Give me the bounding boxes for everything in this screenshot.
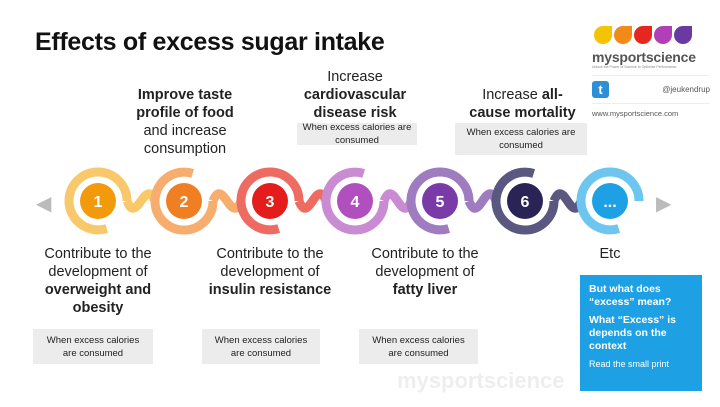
watermark: mysportscience xyxy=(397,368,565,393)
callout-question: But what does “excess” mean? xyxy=(589,283,672,308)
wave-arc xyxy=(321,200,389,235)
note-step-3: When excess calories are consumed xyxy=(202,329,320,364)
brand-name: mysportscience xyxy=(592,49,696,65)
logo-drop xyxy=(614,26,632,44)
wave-arc xyxy=(321,167,366,202)
label-bold: Improve taste profile of food xyxy=(136,87,234,121)
arrow-right-icon[interactable]: ▶ xyxy=(656,193,672,215)
label-step-6: Increase all- cause mortality xyxy=(455,86,590,122)
step-number: 2 xyxy=(180,194,189,211)
wave-arc xyxy=(64,200,109,235)
wave-arc xyxy=(64,167,132,202)
wave-arc xyxy=(150,167,195,202)
label-text: Contribute to the development of xyxy=(371,246,479,280)
step-circle-4 xyxy=(337,183,373,219)
wave-arc xyxy=(576,167,644,202)
step-circle-6 xyxy=(507,183,543,219)
callout-box: But what does “excess” mean? What “Exces… xyxy=(580,275,702,391)
logo-drop xyxy=(674,26,692,44)
step-number: 4 xyxy=(351,194,360,211)
note-step-5: When excess calories are consumed xyxy=(359,329,478,364)
step-circle-5 xyxy=(422,183,458,219)
label-step-4: Increase cardiovascular disease risk xyxy=(290,68,420,122)
label-step-5: Contribute to the development of fatty l… xyxy=(360,245,490,299)
label-step-3: Contribute to the development of insulin… xyxy=(205,245,335,299)
label-text: Contribute to the development of xyxy=(44,246,152,280)
step-circle-7 xyxy=(592,183,628,219)
steps-wave: 1 2 3 4 5 6... xyxy=(64,167,644,235)
note-step-6: When excess calories are consumed xyxy=(455,123,587,155)
callout-small-print[interactable]: Read the small print xyxy=(589,359,670,369)
label-bold: all- xyxy=(541,87,563,103)
label-text: Increase xyxy=(327,69,383,85)
label-text: and increase consumption xyxy=(143,123,227,157)
logo-drop xyxy=(654,26,672,44)
wave-arc xyxy=(406,167,474,202)
label-bold: cardiovascular disease risk xyxy=(303,87,407,121)
step-number: 3 xyxy=(266,194,275,211)
wave-arc xyxy=(150,200,218,235)
step-number: 5 xyxy=(436,194,445,211)
label-bold: overweight and obesity xyxy=(44,282,152,316)
step-circle-3 xyxy=(252,183,288,219)
note-step-1: When excess calories are consumed xyxy=(33,329,153,364)
brand-logo-drops xyxy=(594,26,692,44)
step-number: 6 xyxy=(521,194,530,211)
label-step-7: Etc xyxy=(599,246,621,262)
brand-tagline: Unlock the Power of Science to Optimise … xyxy=(592,65,677,69)
callout-answer: What “Excess” is depends on the context xyxy=(589,314,676,352)
website-link[interactable]: www.mysportscience.com xyxy=(592,103,710,118)
wave-arc xyxy=(491,200,559,235)
wave-arc xyxy=(236,167,304,202)
label-step-2: Improve taste profile of food and increa… xyxy=(120,86,250,158)
step-number: ... xyxy=(603,194,616,211)
wave-arc xyxy=(576,200,621,235)
label-bold: fatty liver xyxy=(392,282,458,298)
wave-arc xyxy=(491,167,536,202)
logo-drop xyxy=(634,26,652,44)
twitter-handle[interactable]: @jeukendrup xyxy=(662,85,710,94)
step-circle-1 xyxy=(80,183,116,219)
logo-drop xyxy=(594,26,612,44)
label-step-1: Contribute to the development of overwei… xyxy=(33,245,163,317)
label-text: Increase xyxy=(482,87,542,103)
step-circle-2 xyxy=(166,183,202,219)
brand-block: mysportscience Unlock the Power of Scien… xyxy=(592,24,712,118)
wave-arc xyxy=(236,200,281,235)
label-bold: cause mortality xyxy=(469,105,576,121)
label-text: Contribute to the development of xyxy=(216,246,324,280)
wave-arc xyxy=(406,200,451,235)
page-title: Effects of excess sugar intake xyxy=(35,28,385,56)
arrow-left-icon[interactable]: ◀ xyxy=(36,193,52,215)
twitter-icon[interactable]: t xyxy=(592,81,609,98)
label-bold: insulin resistance xyxy=(208,282,332,298)
note-step-4: When excess calories are consumed xyxy=(297,122,417,146)
step-number: 1 xyxy=(94,194,103,211)
